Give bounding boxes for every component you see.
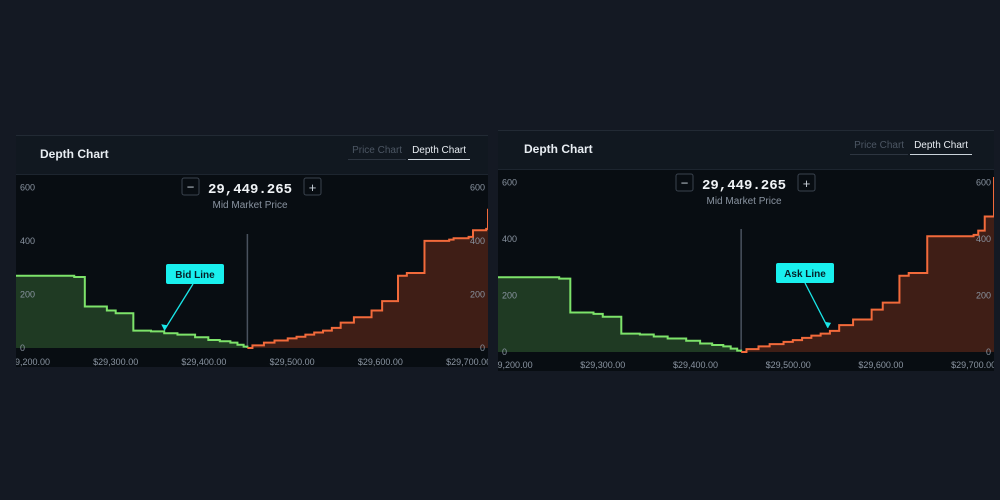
y-tick-label-left: 600	[20, 182, 35, 192]
bid-area	[498, 277, 742, 352]
depth-chart-svg: 0 0 200 200 400 400 600 600 $29,200.00 $29,300.00…	[498, 173, 994, 370]
panel-title: Depth Chart	[40, 147, 109, 161]
y-tick-label-right: 0	[986, 347, 991, 357]
minus-button	[181, 177, 200, 196]
tab-depth-chart[interactable]: Depth Chart	[408, 144, 470, 160]
annotation-callout	[776, 263, 834, 283]
tab-price-chart[interactable]: Price Chart	[348, 144, 407, 160]
ask-area	[741, 177, 994, 352]
ask-line	[741, 177, 994, 353]
annotation-arrow	[163, 283, 194, 331]
x-tick-label: $29,200.00	[498, 360, 533, 370]
x-tick-label: $29,600.00	[358, 357, 403, 367]
depth-chart-svg: 0 0 200 200 400 400 600 600 $29,200.00 $29,300.00…	[16, 177, 488, 367]
annotation-label: Ask Line	[784, 269, 826, 280]
y-tick-label-left: 400	[502, 234, 517, 244]
tab-depth-chart[interactable]: Depth Chart	[910, 139, 972, 155]
panel-header: Depth Chart Price Chart Depth Chart	[16, 136, 488, 175]
bid-area	[16, 275, 248, 348]
annotation-arrowhead	[161, 324, 168, 331]
depth-chart-panel-ask: Depth Chart Price Chart Depth Chart 0 0 200…	[498, 130, 994, 371]
y-tick-label-left: 400	[20, 236, 35, 246]
y-tick-label-left: 600	[502, 178, 517, 188]
bid-line	[16, 274, 249, 348]
minus-icon: −	[187, 180, 195, 195]
x-tick-label: $29,700.00	[446, 357, 488, 367]
y-tick-label-left: 0	[502, 347, 507, 357]
annotation-label: Bid Line	[175, 270, 215, 281]
x-tick-label: $29,500.00	[270, 357, 315, 367]
x-tick-label: $29,400.00	[673, 360, 718, 370]
ask-line	[247, 208, 488, 349]
x-tick-label: $29,700.00	[951, 360, 994, 370]
bid-line	[498, 276, 743, 352]
y-tick-label-left: 200	[502, 291, 517, 301]
y-tick-label-right: 400	[470, 236, 485, 246]
y-tick-label-right: 600	[470, 182, 485, 192]
mid-market-price-value: 29,449.265	[208, 182, 292, 198]
minus-icon: −	[681, 176, 689, 191]
y-tick-label-right: 200	[470, 289, 485, 299]
x-tick-label: $29,400.00	[181, 357, 226, 367]
plus-icon: +	[803, 176, 811, 191]
panel-header: Depth Chart Price Chart Depth Chart	[498, 131, 994, 170]
mid-market-price-value: 29,449.265	[702, 178, 786, 194]
minus-button	[675, 173, 694, 192]
chart-tabs: Price Chart Depth Chart	[346, 144, 470, 160]
y-tick-label-right: 600	[976, 178, 991, 188]
ask-area	[247, 208, 488, 348]
panel-title: Depth Chart	[524, 142, 593, 156]
mid-market-price-label: Mid Market Price	[212, 200, 287, 211]
mid-market-price-label: Mid Market Price	[706, 196, 781, 207]
x-tick-label: $29,300.00	[580, 360, 625, 370]
y-tick-label-right: 400	[976, 234, 991, 244]
plus-icon: +	[309, 180, 317, 195]
plus-button	[797, 173, 816, 192]
tab-price-chart[interactable]: Price Chart	[850, 139, 909, 155]
x-tick-label: $29,500.00	[766, 360, 811, 370]
y-tick-label-right: 200	[976, 291, 991, 301]
x-tick-label: $29,300.00	[93, 357, 138, 367]
y-tick-label-left: 0	[20, 343, 25, 353]
depth-chart-panel-bid: Depth Chart Price Chart Depth Chart 0 0 200…	[16, 135, 488, 367]
annotation-arrow	[804, 282, 829, 329]
annotation-callout	[166, 264, 224, 284]
x-tick-label: $29,200.00	[16, 357, 50, 367]
y-tick-label-right: 0	[480, 343, 485, 353]
chart-tabs: Price Chart Depth Chart	[848, 139, 972, 155]
y-tick-label-left: 200	[20, 289, 35, 299]
annotation-arrowhead	[825, 321, 832, 328]
x-tick-label: $29,600.00	[858, 360, 903, 370]
plus-button	[303, 177, 322, 196]
